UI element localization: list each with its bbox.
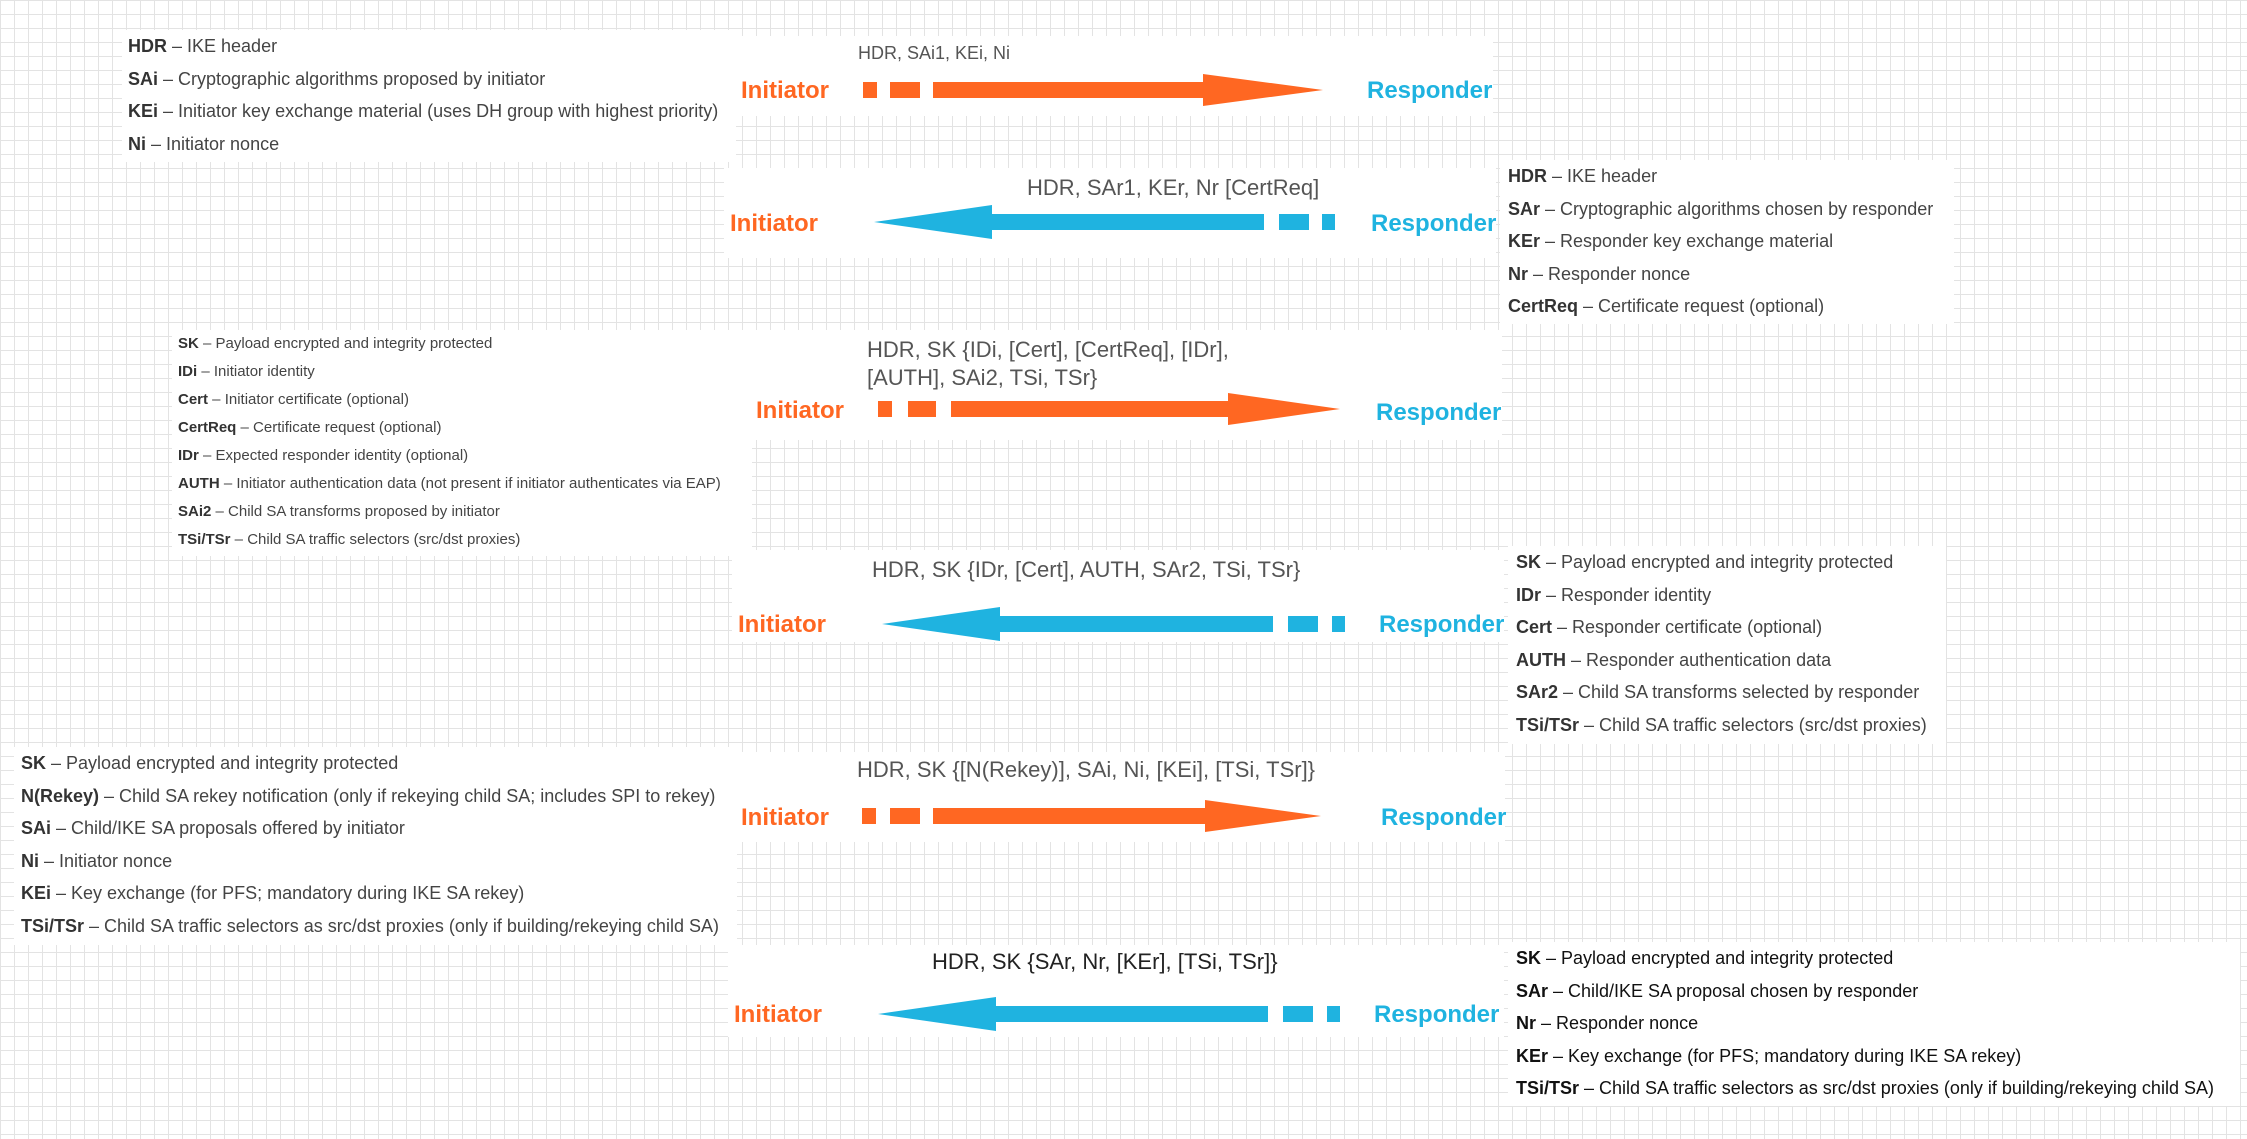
legend-item: Cert – Initiator certificate (optional) (178, 391, 409, 408)
legend-exchange-4: SK – Payload encrypted and integrity pro… (1508, 546, 1946, 744)
exchange-4: HDR, SK {IDr, [Cert], AUTH, SAr2, TSi, T… (732, 550, 1504, 642)
legend-item: SAr – Child/IKE SA proposal chosen by re… (1516, 980, 1919, 1001)
message-label: HDR, SK {IDr, [Cert], AUTH, SAr2, TSi, T… (872, 557, 1301, 582)
legend-item: Ni – Initiator nonce (21, 850, 173, 871)
responder-label: Responder (1379, 611, 1505, 638)
arrow-left-icon (874, 205, 1335, 239)
message-label: HDR, SAi1, KEi, Ni (858, 43, 1011, 63)
responder-label: Responder (1367, 77, 1493, 104)
legend-item: SAr2 – Child SA transforms selected by r… (1516, 682, 1920, 702)
message-label: HDR, SK {[N(Rekey)], SAi, Ni, [KEi], [TS… (857, 757, 1316, 782)
legend-item: SK – Payload encrypted and integrity pro… (1516, 552, 1894, 572)
legend-item: KEr – Key exchange (for PFS; mandatory d… (1516, 1045, 2022, 1066)
initiator-label: Initiator (741, 77, 829, 104)
legend-item: TSi/TSr – Child SA traffic selectors (sr… (1516, 714, 1927, 735)
legend-item: SAi – Child/IKE SA proposals offered by … (21, 818, 405, 838)
message-label: HDR, SK {SAr, Nr, [KEr], [TSi, TSr]} (932, 949, 1278, 974)
legend-item: HDR – IKE header (1508, 166, 1658, 186)
legend-item: SAr – Cryptographic algorithms chosen by… (1508, 198, 1934, 219)
legend-item: Ni – Initiator nonce (128, 133, 280, 154)
responder-label: Responder (1376, 399, 1502, 426)
exchange-3: HDR, SK {IDi, [Cert], [CertReq], [IDr], … (750, 330, 1502, 440)
legend-exchange-6: SK – Payload encrypted and integrity pro… (1508, 942, 2240, 1106)
legend-item: N(Rekey) – Child SA rekey notification (… (21, 785, 716, 806)
legend-item: SAi2 – Child SA transforms proposed by i… (178, 503, 500, 520)
legend-item: SK – Payload encrypted and integrity pro… (21, 753, 399, 773)
legend-item: SK – Payload encrypted and integrity pro… (178, 335, 493, 352)
legend-item: Nr – Responder nonce (1508, 263, 1691, 284)
initiator-label: Initiator (741, 804, 829, 831)
legend-item: KEr – Responder key exchange material (1508, 231, 1834, 251)
legend-item: SAi – Cryptographic algorithms proposed … (128, 68, 546, 89)
message-label: HDR, SAr1, KEr, Nr [CertReq] (1027, 175, 1320, 200)
legend-item: IDr – Expected responder identity (optio… (178, 447, 469, 464)
legend-item: AUTH – Responder authentication data (1516, 649, 1832, 670)
exchange-6: HDR, SK {SAr, Nr, [KEr], [TSi, TSr]} Ini… (728, 945, 1504, 1037)
message-label-line-2: [AUTH], SAi2, TSi, TSr} (867, 365, 1098, 390)
legend-item: HDR – IKE header (128, 36, 278, 56)
responder-label: Responder (1381, 804, 1507, 831)
legend-exchange-3: SK – Payload encrypted and integrity pro… (172, 330, 752, 556)
legend-item: TSi/TSr – Child SA traffic selectors (sr… (178, 531, 521, 548)
legend-item: CertReq – Certificate request (optional) (178, 419, 442, 436)
exchange-2: HDR, SAr1, KEr, Nr [CertReq] Initiator R… (724, 168, 1496, 258)
legend-item: Cert – Responder certificate (optional) (1516, 617, 1823, 637)
legend-item: TSi/TSr – Child SA traffic selectors as … (1516, 1078, 2214, 1098)
legend-exchange-5: SK – Payload encrypted and integrity pro… (14, 747, 737, 945)
responder-label: Responder (1374, 1001, 1500, 1028)
legend-item: TSi/TSr – Child SA traffic selectors as … (21, 915, 719, 936)
legend-item: SK – Payload encrypted and integrity pro… (1516, 948, 1894, 968)
legend-item: CertReq – Certificate request (optional) (1508, 296, 1825, 316)
arrow-right-icon (863, 74, 1323, 106)
arrow-left-icon (882, 607, 1345, 641)
legend-item: AUTH – Initiator authentication data (no… (178, 475, 721, 492)
initiator-label: Initiator (734, 1001, 822, 1028)
legend-exchange-1: HDR – IKE header SAi – Cryptographic alg… (122, 30, 736, 162)
initiator-label: Initiator (738, 611, 826, 638)
legend-item: IDi – Initiator identity (178, 363, 315, 380)
message-label-line-1: HDR, SK {IDi, [Cert], [CertReq], [IDr], (867, 337, 1229, 362)
responder-label: Responder (1371, 210, 1497, 237)
initiator-label: Initiator (730, 210, 818, 237)
exchange-5: HDR, SK {[N(Rekey)], SAi, Ni, [KEi], [TS… (733, 752, 1507, 842)
legend-item: Nr – Responder nonce (1516, 1013, 1699, 1033)
arrow-left-icon (878, 997, 1340, 1031)
exchange-1: HDR, SAi1, KEi, Ni Initiator Responder (733, 36, 1493, 116)
legend-item: IDr – Responder identity (1516, 584, 1712, 605)
initiator-label: Initiator (756, 397, 844, 424)
arrow-right-icon (862, 800, 1321, 832)
legend-exchange-2: HDR – IKE header SAr – Cryptographic alg… (1500, 160, 1954, 324)
legend-item: KEi – Key exchange (for PFS; mandatory d… (21, 883, 525, 903)
legend-item: KEi – Initiator key exchange material (u… (128, 101, 719, 121)
arrow-right-icon (878, 393, 1340, 425)
